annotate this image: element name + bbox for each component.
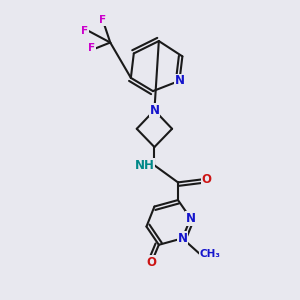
Text: F: F <box>81 26 88 36</box>
Text: CH₃: CH₃ <box>200 249 220 259</box>
Text: NH: NH <box>134 159 154 172</box>
Text: N: N <box>149 104 159 117</box>
Text: N: N <box>174 74 184 87</box>
Text: N: N <box>177 232 188 245</box>
Text: O: O <box>146 256 157 269</box>
Text: N: N <box>186 212 196 225</box>
Text: F: F <box>88 44 95 53</box>
Text: O: O <box>202 173 212 186</box>
Text: F: F <box>99 15 106 26</box>
